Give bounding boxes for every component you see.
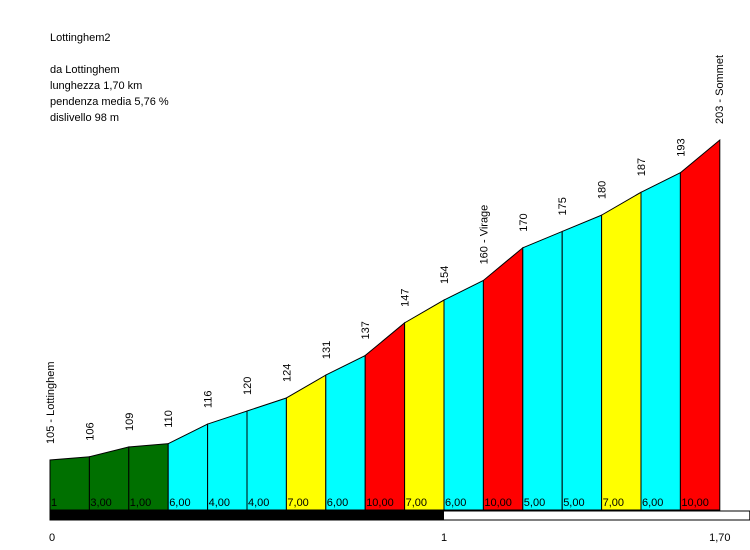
elevation-label: 175 (557, 197, 569, 215)
segment-gradient-label: 1 (51, 497, 57, 509)
x-tick-label: 1 (441, 532, 447, 544)
segment-gradient-label: 7,00 (603, 497, 624, 509)
profile-segment (404, 299, 445, 511)
elevation-label: 154 (439, 266, 451, 284)
elevation-label: 170 (518, 213, 530, 231)
elevation-label: 187 (636, 158, 648, 176)
profile-segment (364, 321, 406, 511)
profile-segment (325, 354, 366, 511)
start-location: da Lottinghem (50, 64, 120, 76)
profile-info: Lottinghem2 da Lottinghem lunghezza 1,70… (50, 30, 169, 126)
elevation-label: 120 (242, 377, 254, 395)
profile-segment (482, 246, 524, 511)
elevation-label: 203 - Sommet (714, 55, 726, 124)
km-bar-filled (50, 511, 444, 520)
elevation-label: 193 (675, 138, 687, 156)
segment-gradient-label: 5,00 (524, 497, 545, 509)
x-tick-label: 1,70 (709, 532, 730, 544)
elevation-label: 105 - Lottinghem (45, 361, 57, 444)
segment-gradient-label: 6,00 (169, 497, 190, 509)
profile-segment (679, 138, 721, 511)
elevation-label: 137 (360, 321, 372, 339)
average-gradient: pendenza media 5,76 % (50, 96, 169, 108)
elevation-label: 131 (321, 341, 333, 359)
segment-gradient-label: 6,00 (327, 497, 348, 509)
profile-segment (522, 230, 563, 511)
segment-gradient-label: 3,00 (90, 497, 111, 509)
segment-gradient-label: 7,00 (406, 497, 427, 509)
segment-gradient-label: 4,00 (248, 497, 269, 509)
segment-gradient-label: 5,00 (563, 497, 584, 509)
elevation-label: 124 (281, 364, 293, 382)
profile-segment (601, 191, 642, 511)
segment-gradient-label: 7,00 (287, 497, 308, 509)
profile-segment (640, 171, 681, 511)
segment-gradient-label: 10,00 (484, 497, 512, 509)
elevation-label: 147 (400, 289, 412, 307)
elevation-label: 180 (597, 181, 609, 199)
segment-gradient-label: 10,00 (681, 497, 709, 509)
elevation-label: 160 - Virage (478, 205, 490, 265)
profile-segment (285, 374, 327, 511)
elevation-label: 116 (203, 391, 215, 409)
segment-gradient-label: 10,00 (366, 497, 394, 509)
climb-length: lunghezza 1,70 km (50, 80, 143, 92)
segment-gradient-label: 6,00 (445, 497, 466, 509)
segment-gradient-label: 4,00 (209, 497, 230, 509)
elevation-gain: dislivello 98 m (50, 112, 120, 124)
segment-gradient-label: 6,00 (642, 497, 663, 509)
x-tick-label: 0 (49, 532, 55, 544)
segment-gradient-label: 1,00 (130, 497, 151, 509)
profile-segment (561, 214, 603, 511)
profile-segment (443, 279, 484, 511)
profile-segment (246, 397, 287, 511)
elevation-label: 110 (163, 410, 175, 428)
profile-title: Lottinghem2 (50, 32, 111, 44)
profile-segment (207, 410, 248, 511)
elevation-label: 109 (124, 413, 136, 431)
elevation-label: 106 (84, 422, 96, 440)
